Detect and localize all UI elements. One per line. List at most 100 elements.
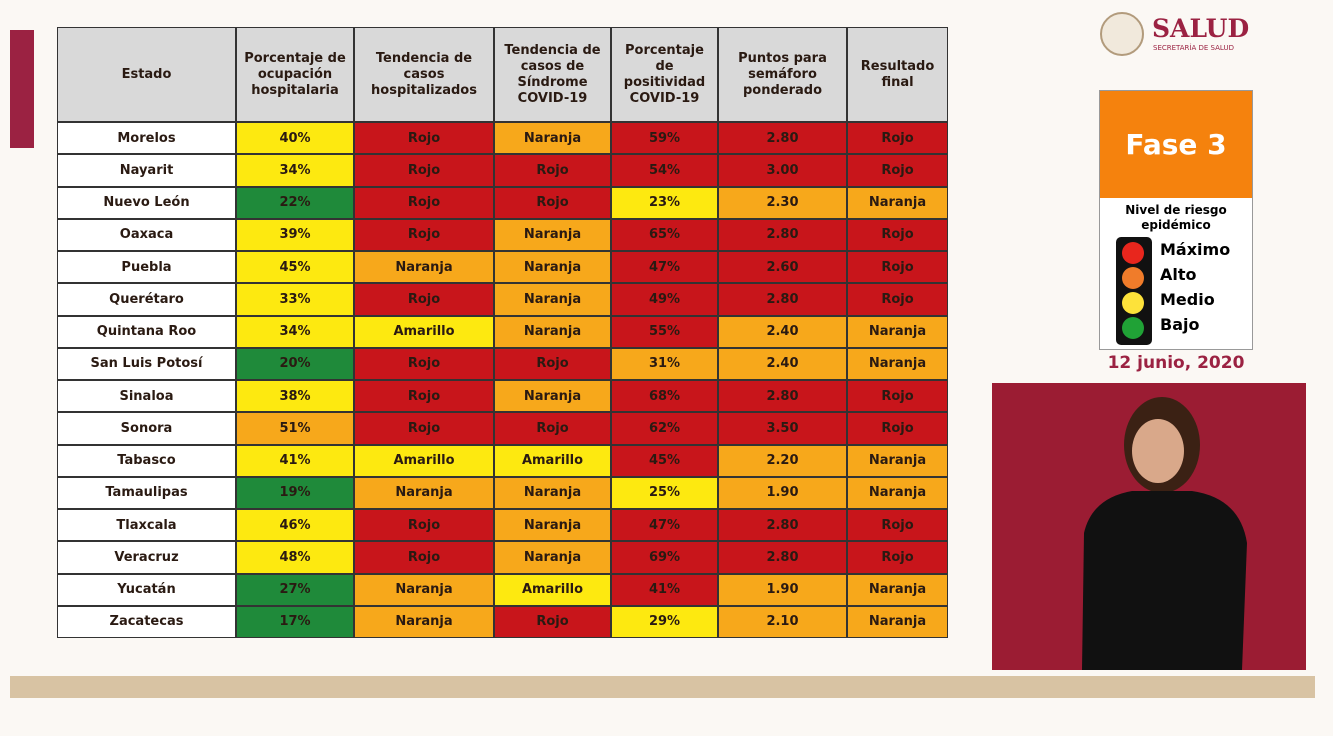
- table-cell: Rojo: [847, 154, 948, 187]
- column-header: Porcentaje de positividad COVID-19: [611, 27, 718, 122]
- level-label: Máximo: [1160, 240, 1231, 259]
- table-cell: Naranja: [494, 251, 611, 284]
- table-cell: Naranja: [847, 605, 948, 638]
- table-cell: Naranja: [354, 251, 494, 284]
- light: [1122, 242, 1144, 264]
- column-header: Puntos para semáforo ponderado: [718, 27, 847, 122]
- table-cell: 1.90: [718, 476, 847, 509]
- table-cell: 2.80: [718, 380, 847, 413]
- table-cell: Rojo: [847, 412, 948, 445]
- interpreter-figure: [1082, 397, 1247, 670]
- footer-bar: [10, 676, 1315, 698]
- table-cell: Amarillo: [354, 444, 494, 477]
- state-name: Nuevo León: [57, 186, 236, 219]
- state-name: Zacatecas: [57, 605, 236, 638]
- table-cell: 2.10: [718, 605, 847, 638]
- table-cell: Naranja: [494, 380, 611, 413]
- table-cell: 3.50: [718, 412, 847, 445]
- table-cell: Amarillo: [354, 315, 494, 348]
- state-name: Tabasco: [57, 444, 236, 477]
- table-cell: 41%: [236, 444, 354, 477]
- table-cell: Rojo: [494, 186, 611, 219]
- table-cell: 23%: [611, 186, 718, 219]
- level-label: Bajo: [1160, 315, 1200, 334]
- table-cell: 47%: [611, 251, 718, 284]
- table-cell: Rojo: [847, 541, 948, 574]
- table-cell: 62%: [611, 412, 718, 445]
- state-name: Tamaulipas: [57, 476, 236, 509]
- table-cell: Naranja: [494, 283, 611, 316]
- table-cell: 31%: [611, 347, 718, 380]
- column-header: Resultado final: [847, 27, 948, 122]
- table-cell: Amarillo: [494, 573, 611, 606]
- table-cell: 2.80: [718, 122, 847, 155]
- table-cell: 2.80: [718, 218, 847, 251]
- table-cell: Rojo: [354, 412, 494, 445]
- table-cell: 51%: [236, 412, 354, 445]
- table-cell: 34%: [236, 154, 354, 187]
- table-cell: 45%: [611, 444, 718, 477]
- table-cell: Naranja: [354, 573, 494, 606]
- column-header: Estado: [57, 27, 236, 122]
- table-cell: 2.80: [718, 541, 847, 574]
- table: Estado Porcentaje de ocupación hospitalar…: [57, 27, 948, 638]
- table-cell: Rojo: [847, 283, 948, 316]
- table-cell: 38%: [236, 380, 354, 413]
- table-cell: 49%: [611, 283, 718, 316]
- level-label: Alto: [1160, 265, 1197, 284]
- table-cell: 2.60: [718, 251, 847, 284]
- table-cell: 65%: [611, 218, 718, 251]
- table-cell: 45%: [236, 251, 354, 284]
- state-name: Puebla: [57, 251, 236, 284]
- table-cell: 34%: [236, 315, 354, 348]
- state-name: Sonora: [57, 412, 236, 445]
- table-cell: 69%: [611, 541, 718, 574]
- table-cell: Naranja: [494, 509, 611, 542]
- date: 12 junio, 2020: [1107, 353, 1245, 373]
- table-cell: 54%: [611, 154, 718, 187]
- table-cell: 55%: [611, 315, 718, 348]
- light: [1122, 317, 1144, 339]
- state-name: Tlaxcala: [57, 509, 236, 542]
- table-cell: Rojo: [354, 186, 494, 219]
- table-cell: Naranja: [847, 186, 948, 219]
- table-cell: 1.90: [718, 573, 847, 606]
- table-cell: 2.80: [718, 283, 847, 316]
- table-cell: Rojo: [354, 283, 494, 316]
- table-cell: 39%: [236, 218, 354, 251]
- table-cell: Rojo: [354, 380, 494, 413]
- table-cell: 17%: [236, 605, 354, 638]
- table-cell: 19%: [236, 476, 354, 509]
- state-name: Yucatán: [57, 573, 236, 606]
- table-cell: Rojo: [847, 218, 948, 251]
- table-cell: 33%: [236, 283, 354, 316]
- table-cell: Rojo: [847, 122, 948, 155]
- table-cell: 2.80: [718, 509, 847, 542]
- table-cell: 22%: [236, 186, 354, 219]
- table-cell: 25%: [611, 476, 718, 509]
- state-name: Sinaloa: [57, 380, 236, 413]
- risk-legend: Máximo Alto Medio Bajo: [1114, 237, 1244, 345]
- side-accent: [10, 30, 34, 148]
- column-header: Tendencia de casos hospitalizados: [354, 27, 494, 122]
- table-cell: 3.00: [718, 154, 847, 187]
- column-header: Porcentaje de ocupación hospitalaria: [236, 27, 354, 122]
- table-cell: Naranja: [847, 347, 948, 380]
- table-cell: Naranja: [354, 476, 494, 509]
- state-name: Morelos: [57, 122, 236, 155]
- table-cell: Naranja: [847, 315, 948, 348]
- table-cell: Rojo: [494, 347, 611, 380]
- logo-emblem: [1100, 12, 1144, 56]
- table-cell: 29%: [611, 605, 718, 638]
- table-cell: Rojo: [354, 541, 494, 574]
- column-header: Tendencia de casos de Síndrome COVID-19: [494, 27, 611, 122]
- table-cell: Naranja: [494, 476, 611, 509]
- state-name: Oaxaca: [57, 218, 236, 251]
- brand-sub: SECRETARÍA DE SALUD: [1153, 44, 1234, 52]
- table-cell: Rojo: [354, 218, 494, 251]
- table-cell: Rojo: [847, 251, 948, 284]
- phase-title: Fase 3: [1100, 91, 1252, 198]
- light: [1122, 292, 1144, 314]
- brand: SALUD: [1152, 14, 1250, 43]
- state-name: Quintana Roo: [57, 315, 236, 348]
